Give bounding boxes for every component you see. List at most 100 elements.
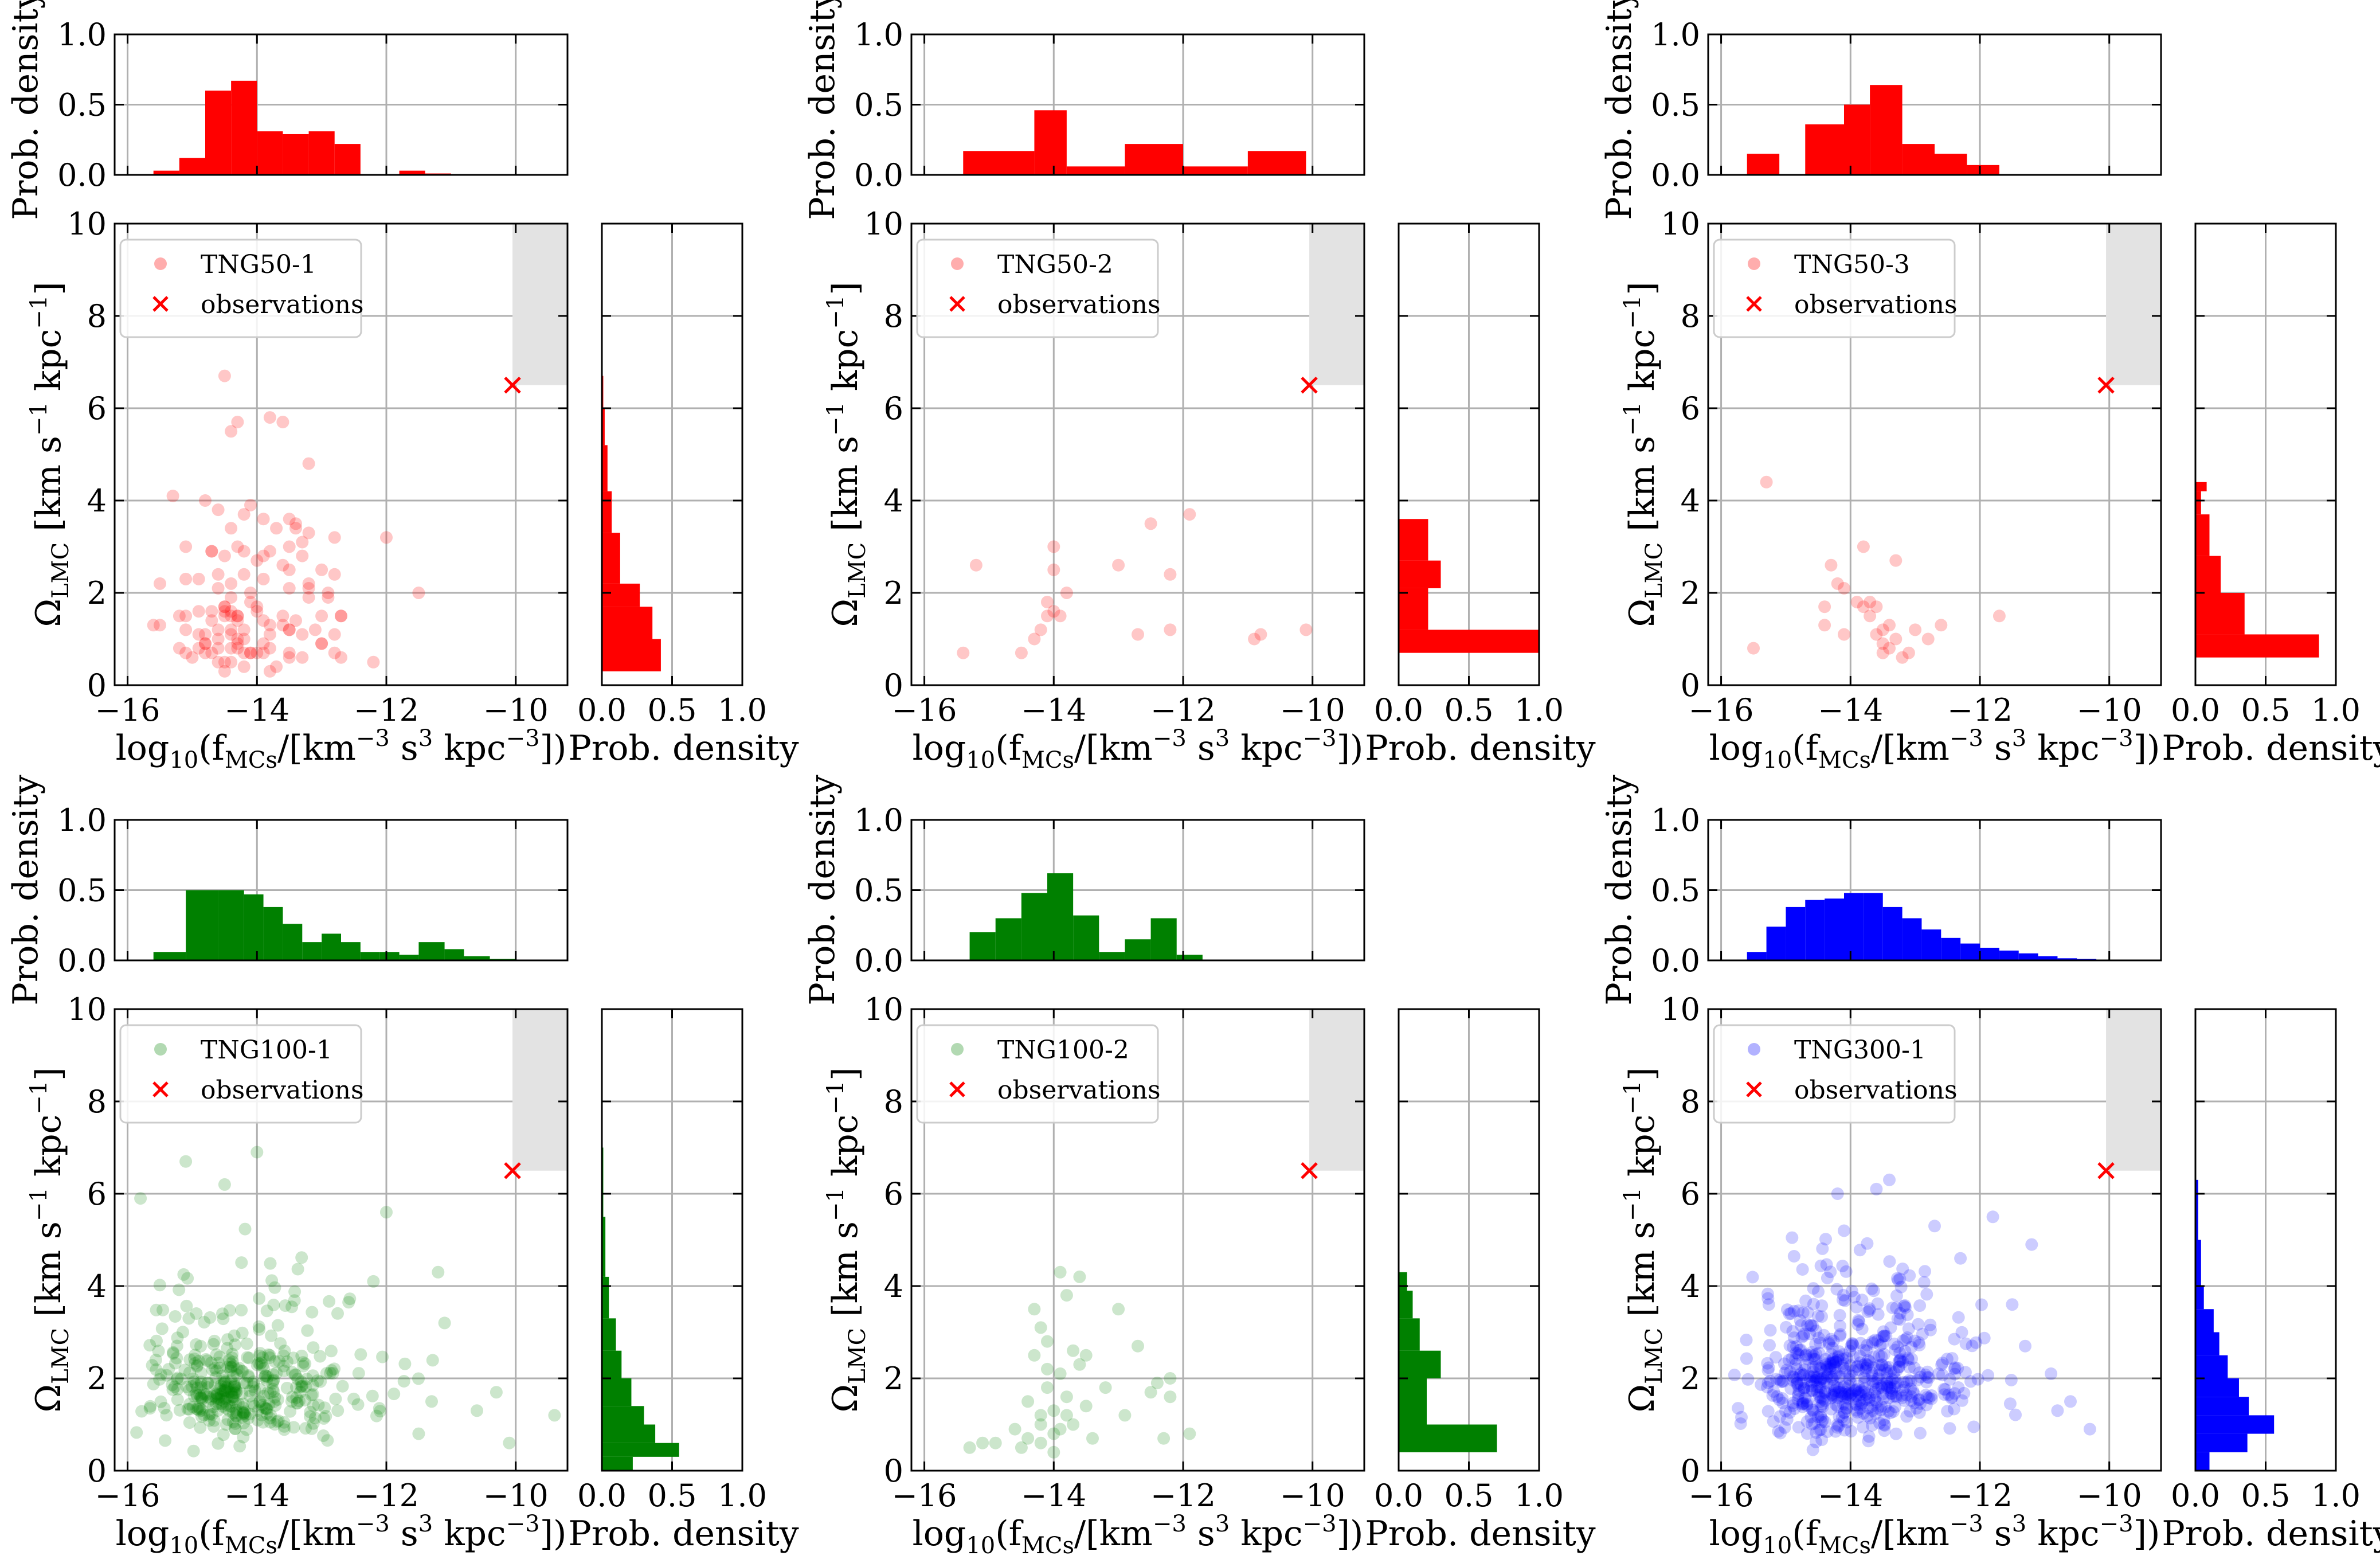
scatter-point (166, 490, 179, 502)
scatter-point (1894, 1353, 1907, 1366)
scatter-point (233, 1440, 246, 1453)
scatter-point (268, 1355, 281, 1368)
scatter-point (1821, 1425, 1834, 1438)
scatter-point (177, 1268, 190, 1281)
scatter-point (1801, 1353, 1814, 1366)
scatter-point (1900, 1410, 1913, 1423)
scatter-point (1806, 1443, 1819, 1456)
top-hist-bar (1047, 873, 1074, 960)
scatter-point (1796, 1397, 1809, 1410)
scatter-point (192, 628, 205, 641)
scatter-point (302, 591, 315, 604)
scatter-point (1877, 1348, 1890, 1361)
scatter-point (1838, 1406, 1851, 1419)
scatter-point (1866, 1404, 1879, 1417)
scatter-point (1819, 1353, 1832, 1366)
scatter-point (366, 1389, 379, 1402)
scatter-point (1889, 1400, 1902, 1413)
scatter-point (1843, 1373, 1856, 1386)
legend-series-label: TNG50-1 (201, 250, 316, 279)
top-hist-bar (1902, 918, 1922, 960)
scatter-point (1028, 632, 1041, 646)
scatter-point (1861, 1359, 1874, 1372)
scatter-point (153, 1279, 166, 1292)
scatter-point (216, 1307, 229, 1320)
y-tick-label: 6 (87, 390, 107, 427)
scatter-point (1132, 1339, 1144, 1353)
scatter-point (1869, 1407, 1882, 1420)
scatter-point (1897, 1299, 1911, 1312)
scatter-point (215, 1397, 228, 1410)
scatter-point (258, 1371, 271, 1384)
top-hist-y-tick-label: 0.5 (1651, 87, 1700, 123)
scatter-point (1936, 1369, 1949, 1382)
scatter-point (1786, 1325, 1799, 1338)
scatter-point (1828, 1380, 1841, 1393)
scatter-point (306, 1306, 319, 1319)
scatter-point (1787, 1250, 1800, 1263)
observation-stroke (504, 1162, 521, 1179)
scatter-point (1824, 1357, 1837, 1370)
scatter-point (226, 1416, 240, 1428)
scatter-point (1112, 558, 1125, 572)
scatter-point (1838, 582, 1850, 595)
scatter-point (1843, 1345, 1857, 1358)
legend-box (916, 239, 1159, 338)
scatter-point (257, 1362, 271, 1375)
scatter-point (1846, 1337, 1858, 1350)
scatter-point (1791, 1379, 1804, 1392)
scatter-point (1034, 1409, 1047, 1422)
scatter-point (1822, 1336, 1835, 1349)
scatter-point (1958, 1386, 1971, 1400)
scatter-point (228, 1378, 241, 1391)
scatter-point (1959, 1366, 1972, 1379)
legend-observation-swatch (152, 1081, 169, 1097)
scatter-point (1747, 642, 1760, 655)
legend-box (119, 239, 362, 338)
side-hist-bar (2195, 1286, 2204, 1310)
main-axes-frame (910, 222, 1365, 686)
scatter-point (1964, 1375, 1977, 1388)
scatter-point (1908, 1396, 1921, 1409)
scatter-point (317, 1429, 330, 1442)
scatter-point (1942, 1388, 1955, 1401)
top-hist-bar (244, 894, 264, 960)
scatter-point (1776, 1374, 1789, 1388)
scatter-point (1919, 1389, 1932, 1402)
scatter-point (198, 1316, 211, 1329)
scatter-point (1816, 1397, 1829, 1410)
scatter-point (209, 1362, 221, 1374)
scatter-point (229, 1417, 242, 1430)
x-tick-label: −16 (1689, 1478, 1754, 1514)
scatter-point (171, 1371, 184, 1385)
side-hist-bar (602, 1406, 644, 1425)
scatter-point (288, 1285, 302, 1298)
scatter-point (183, 1384, 196, 1396)
scatter-point (237, 1431, 250, 1444)
scatter-point (2064, 1395, 2077, 1408)
scatter-point (1814, 1400, 1827, 1413)
scatter-point (1881, 1366, 1893, 1380)
scatter-point (1821, 1370, 1834, 1384)
scatter-point (276, 609, 289, 623)
scatter-point (287, 1351, 300, 1365)
scatter-point (173, 1283, 186, 1296)
y-tick-label: 0 (884, 667, 903, 704)
scatter-point (1773, 1393, 1786, 1406)
scatter-point (1878, 1419, 1891, 1432)
scatter-point (179, 572, 193, 585)
scatter-point (1870, 1373, 1884, 1386)
scatter-point (1800, 1399, 1814, 1412)
scatter-point (1843, 1376, 1857, 1389)
scatter-point (1898, 1301, 1912, 1314)
side-hist-x-tick-label: 1.0 (2311, 1478, 2361, 1514)
scatter-point (425, 1395, 438, 1408)
main-axes-frame (1707, 1008, 2162, 1472)
scatter-point (1883, 642, 1896, 655)
scatter-point (1838, 1388, 1851, 1401)
scatter-point (1879, 1401, 1892, 1413)
top-hist-y-label: Prob. density (1599, 0, 1639, 220)
scatter-point (242, 1351, 256, 1365)
scatter-point (1873, 1359, 1886, 1372)
